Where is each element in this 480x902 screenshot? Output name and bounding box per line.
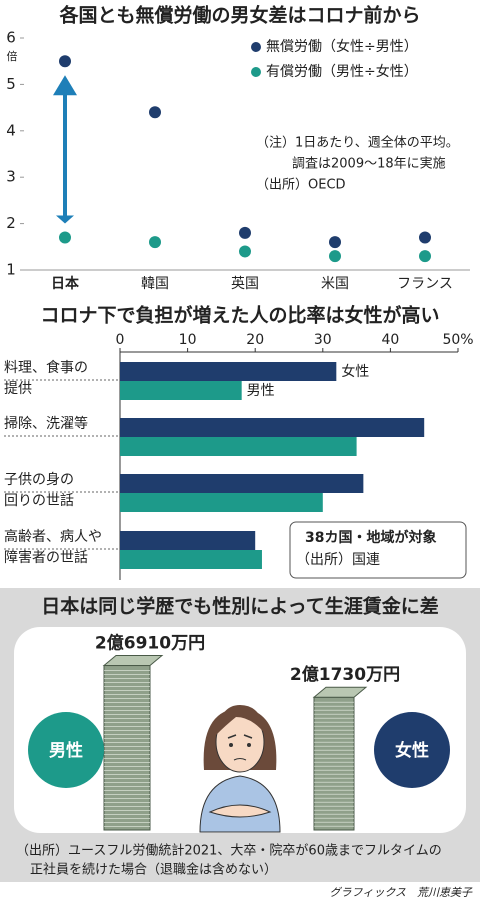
x-tick-label: 英国 [231, 275, 259, 292]
note: （注）1日あたり、週全体の平均。 [256, 135, 459, 151]
legend-label: 女性 [341, 363, 369, 380]
bar [120, 474, 364, 493]
gender-label: 男性 [49, 740, 83, 761]
dot [239, 226, 251, 239]
person-illustration [199, 705, 281, 833]
dot [149, 106, 161, 119]
y-tick-label: 2 [6, 214, 16, 232]
category-label: 料理、食事の [4, 359, 88, 376]
money-stack [313, 696, 355, 831]
note: （出所）国連 [296, 552, 380, 568]
dot [59, 231, 71, 244]
stack-top [312, 686, 368, 698]
x-tick-label: 日本 [51, 275, 80, 292]
x-tick-label: 0 [116, 332, 125, 348]
note: 調査は2009～18年に実施 [292, 156, 446, 172]
y-tick-label: 3 [6, 168, 16, 186]
y-unit: 倍 [7, 49, 18, 63]
legend-swatch [251, 67, 261, 77]
x-tick-label: 韓国 [141, 276, 169, 292]
legend-label: 無償労働（女性÷男性） [266, 38, 418, 55]
bar [120, 418, 425, 437]
value-label: 2億1730万円 [290, 664, 400, 685]
bar [120, 531, 256, 550]
dot [59, 55, 71, 68]
category-label: 提供 [4, 381, 32, 397]
stack-top [102, 655, 164, 667]
y-tick-label: 6 [6, 29, 16, 47]
dot [239, 245, 251, 258]
gender-label: 女性 [395, 740, 429, 761]
value-label: 2億6910万円 [95, 633, 205, 654]
bar [120, 437, 357, 456]
bar [120, 362, 337, 381]
y-tick-label: 4 [6, 121, 16, 139]
legend-label: 男性 [247, 383, 275, 399]
x-tick-label: 40 [381, 332, 399, 348]
dot [329, 236, 341, 249]
note: （出所）OECD [256, 178, 346, 193]
title: 各国とも無償労働の男女差はコロナ前から [58, 4, 420, 27]
title: 日本は同じ学歴でも性別によって生涯賃金に差 [41, 595, 438, 618]
x-tick-label: 10 [179, 332, 197, 348]
category-label: 掃除、洗濯等 [4, 415, 88, 432]
category-label: 高齢者、病人や [4, 528, 102, 545]
legend-label: 有償労働（男性÷女性） [266, 63, 418, 80]
gender-badge [28, 712, 104, 788]
x-tick-label: 50% [442, 332, 473, 348]
note-box [289, 521, 467, 579]
dot [149, 236, 161, 249]
dot [419, 250, 431, 263]
bar [120, 493, 323, 512]
note: 38カ国・地域が対象 [305, 529, 436, 546]
note: （出所）ユースフル労働統計2021、大卒・院卒が60歳までフルタイムの [16, 843, 442, 859]
y-tick-label: 5 [6, 75, 16, 93]
note: 正社員を続けた場合（退職金は含めない） [30, 862, 277, 878]
dot [419, 231, 431, 244]
credit: グラフィックス 荒川恵美子 [330, 886, 473, 899]
x-tick-label: 米国 [321, 276, 349, 292]
y-tick-label: 1 [6, 261, 16, 279]
category-label: 回りの世話 [4, 492, 74, 509]
bar [120, 550, 262, 569]
bar [120, 381, 242, 400]
category-label: 子供の身の [4, 472, 74, 488]
category-label: 障害者の世話 [4, 549, 88, 566]
x-tick-label: 20 [246, 332, 264, 348]
title: コロナ下で負担が増えた人の比率は女性が高い [40, 304, 439, 327]
legend-swatch [251, 42, 261, 52]
gender-badge [374, 712, 450, 788]
x-tick-label: フランス [397, 276, 453, 292]
dot [329, 250, 341, 263]
x-tick-label: 30 [314, 332, 332, 348]
